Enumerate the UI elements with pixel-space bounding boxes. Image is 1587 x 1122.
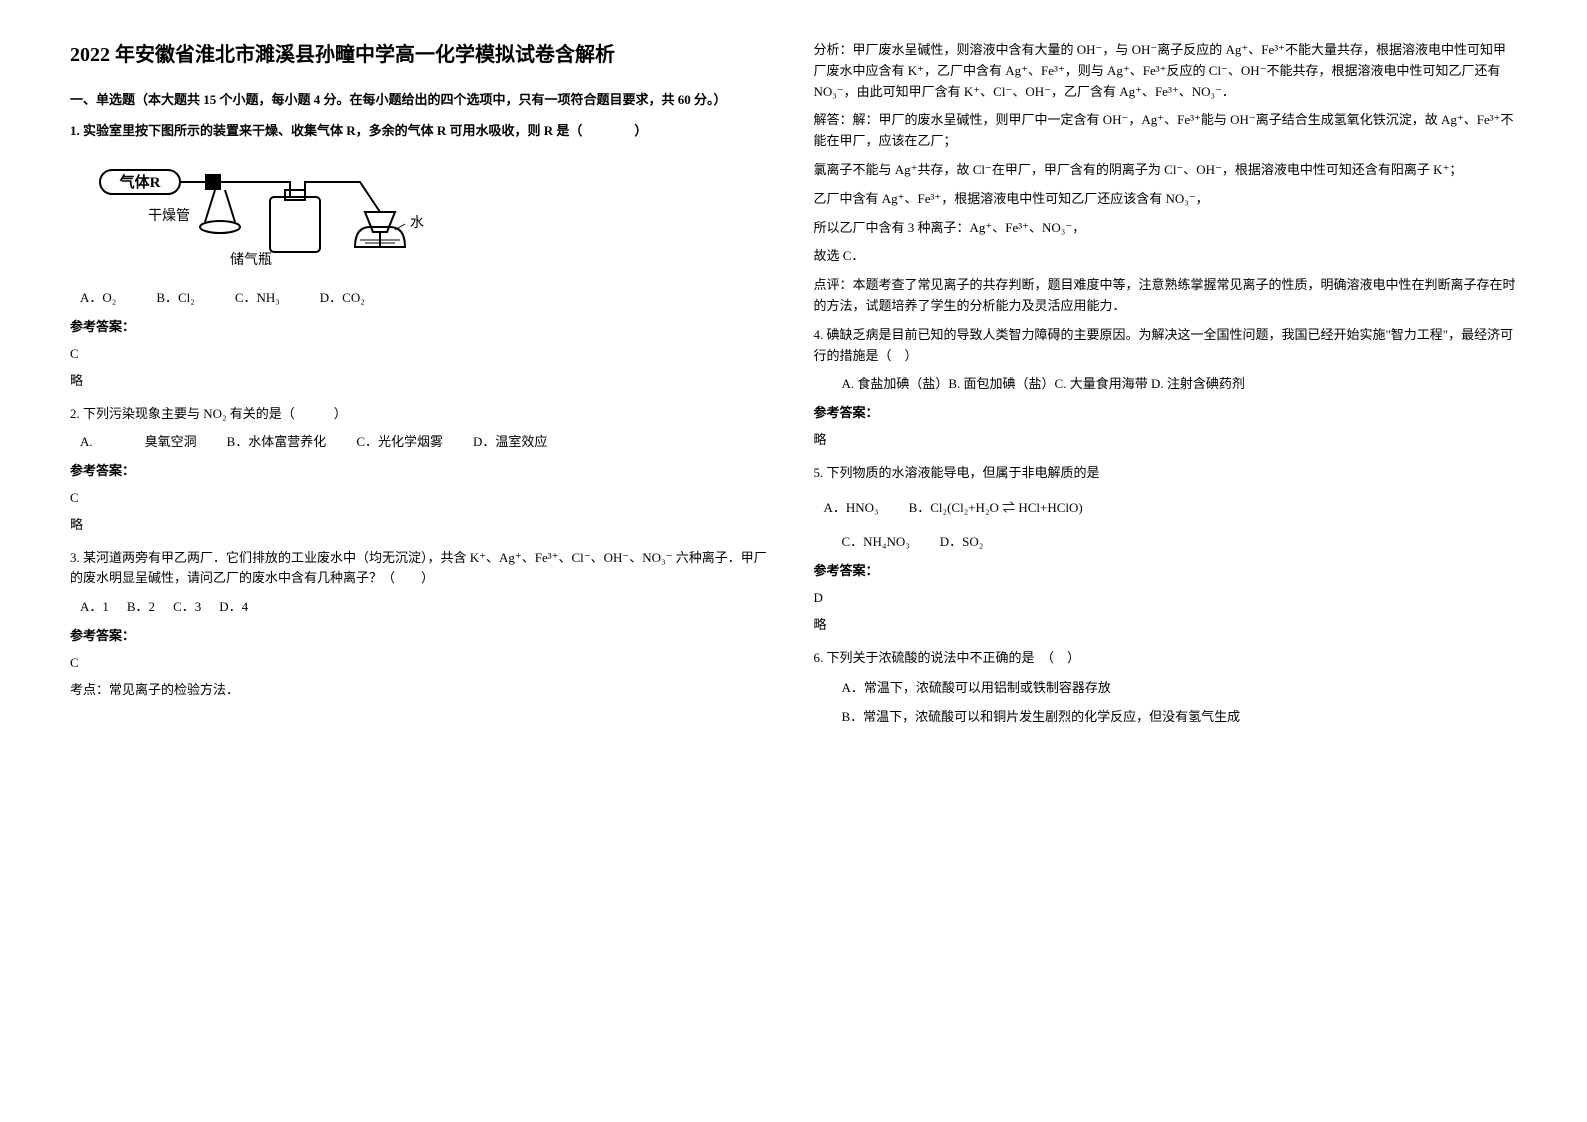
question-3: 3. 某河道两旁有甲乙两厂．它们排放的工业废水中（均无沉淀），共含 K⁺、Ag⁺… [70, 548, 774, 701]
question-6: 6. 下列关于浓硫酸的说法中不正确的是 （ ） A．常温下，浓硫酸可以用铝制或铁… [814, 648, 1518, 728]
q5-answer: D [814, 588, 1518, 609]
q5-opt-b: B．Cl₂(Cl₂+H₂O ⇌ HCl+HClO) [909, 498, 1083, 519]
question-2: 2. 下列污染现象主要与 NO₂ 有关的是（ ） A. 臭氧空洞 B．水体富营养… [70, 404, 774, 536]
q3-opt-d: D．4 [219, 597, 248, 618]
q2-opt-d: D．温室效应 [473, 432, 547, 453]
q5-note: 略 [814, 615, 1518, 636]
q3-opt-b: B．2 [127, 597, 155, 618]
q3-jieda2: 氯离子不能与 Ag⁺共存，故 Cl⁻在甲厂，甲厂含有的阴离子为 Cl⁻、OH⁻，… [814, 160, 1518, 181]
section-heading: 一、单选题（本大题共 15 个小题，每小题 4 分。在每小题给出的四个选项中，只… [70, 90, 774, 111]
q4-options: A. 食盐加碘（盐）B. 面包加碘（盐）C. 大量食用海带 D. 注射含碘药剂 [814, 374, 1518, 395]
q3-opt-a: A．1 [80, 597, 109, 618]
q3-kaodian: 考点：常见离子的检验方法． [70, 680, 774, 701]
q3-answer-label: 参考答案： [70, 626, 774, 647]
q1-note: 略 [70, 371, 774, 392]
question-5: 5. 下列物质的水溶液能导电，但属于非电解质的是 A．HNO₃ B．Cl₂(Cl… [814, 463, 1518, 636]
q1-diagram: 气体R 干燥管 储气瓶 [70, 152, 774, 279]
right-column: 分析：甲厂废水呈碱性，则溶液中含有大量的 OH⁻，与 OH⁻离子反应的 Ag⁺、… [794, 40, 1538, 1082]
q2-note: 略 [70, 515, 774, 536]
q1-options: A．O₂ B．Cl₂ C．NH₃ D．CO₂ [70, 288, 774, 309]
page-title: 2022 年安徽省淮北市濉溪县孙疃中学高一化学模拟试卷含解析 [70, 40, 774, 70]
q3-fenxi: 分析：甲厂废水呈碱性，则溶液中含有大量的 OH⁻，与 OH⁻离子反应的 Ag⁺、… [814, 40, 1518, 102]
q1-opt-d: D．CO₂ [320, 288, 365, 309]
q5-options-row2: C．NH₄NO₃ D．SO₂ [814, 532, 1518, 553]
q5-opt-c: C．NH₄NO₃ [842, 532, 910, 553]
q3-opt-c: C．3 [173, 597, 201, 618]
q2-opt-a: A. 臭氧空洞 [80, 432, 197, 453]
q1-opt-a: A．O₂ [80, 288, 116, 309]
label-water: 水 [410, 215, 424, 231]
q6-stem: 6. 下列关于浓硫酸的说法中不正确的是 （ ） [814, 648, 1518, 669]
q1-answer-label: 参考答案： [70, 317, 774, 338]
label-bottle: 储气瓶 [230, 252, 272, 268]
q3-answer: C [70, 653, 774, 674]
q3-options: A．1 B．2 C．3 D．4 [70, 597, 774, 618]
q3-jieda4: 所以乙厂中含有 3 种离子：Ag⁺、Fe³⁺、NO₃⁻， [814, 218, 1518, 239]
q2-opt-c: C．光化学烟雾 [356, 432, 443, 453]
q4-answer-label: 参考答案： [814, 403, 1518, 424]
q4-note: 略 [814, 430, 1518, 451]
question-4: 4. 碘缺乏病是目前已知的导致人类智力障碍的主要原因。为解决这一全国性问题，我国… [814, 325, 1518, 451]
q1-opt-c: C．NH₃ [235, 288, 280, 309]
q1-stem: 1. 实验室里按下图所示的装置来干燥、收集气体 R，多余的气体 R 可用水吸收，… [70, 121, 774, 142]
q3-jieda5: 故选 C． [814, 246, 1518, 267]
q2-opt-b: B．水体富营养化 [227, 432, 327, 453]
q3-dianping: 点评：本题考查了常见离子的共存判断，题目难度中等，注意熟练掌握常见离子的性质，明… [814, 275, 1518, 317]
q2-answer-label: 参考答案： [70, 461, 774, 482]
q2-answer: C [70, 488, 774, 509]
label-gas: 气体R [119, 173, 161, 191]
label-dry: 干燥管 [148, 208, 190, 224]
q2-stem: 2. 下列污染现象主要与 NO₂ 有关的是（ ） [70, 404, 774, 425]
q1-opt-b: B．Cl₂ [156, 288, 195, 309]
q5-opt-a: A．HNO₃ [824, 498, 879, 519]
q1-answer: C [70, 344, 774, 365]
q5-opt-d: D．SO₂ [940, 532, 984, 553]
apparatus-svg: 气体R 干燥管 储气瓶 [90, 152, 450, 272]
q5-stem: 5. 下列物质的水溶液能导电，但属于非电解质的是 [814, 463, 1518, 484]
question-1: 1. 实验室里按下图所示的装置来干燥、收集气体 R，多余的气体 R 可用水吸收，… [70, 121, 774, 392]
q2-options: A. 臭氧空洞 B．水体富营养化 C．光化学烟雾 D．温室效应 [70, 432, 774, 453]
q3-jieda1: 解答：解：甲厂的废水呈碱性，则甲厂中一定含有 OH⁻，Ag⁺、Fe³⁺能与 OH… [814, 110, 1518, 152]
q6-opt-b: B．常温下，浓硫酸可以和铜片发生剧烈的化学反应，但没有氢气生成 [814, 707, 1518, 728]
q3-stem: 3. 某河道两旁有甲乙两厂．它们排放的工业废水中（均无沉淀），共含 K⁺、Ag⁺… [70, 548, 774, 590]
q5-options-row1: A．HNO₃ B．Cl₂(Cl₂+H₂O ⇌ HCl+HClO) [814, 498, 1518, 519]
q5-answer-label: 参考答案： [814, 561, 1518, 582]
q4-stem: 4. 碘缺乏病是目前已知的导致人类智力障碍的主要原因。为解决这一全国性问题，我国… [814, 325, 1518, 367]
q6-opt-a: A．常温下，浓硫酸可以用铝制或铁制容器存放 [814, 678, 1518, 699]
left-column: 2022 年安徽省淮北市濉溪县孙疃中学高一化学模拟试卷含解析 一、单选题（本大题… [50, 40, 794, 1082]
q3-jieda3: 乙厂中含有 Ag⁺、Fe³⁺，根据溶液电中性可知乙厂还应该含有 NO₃⁻， [814, 189, 1518, 210]
